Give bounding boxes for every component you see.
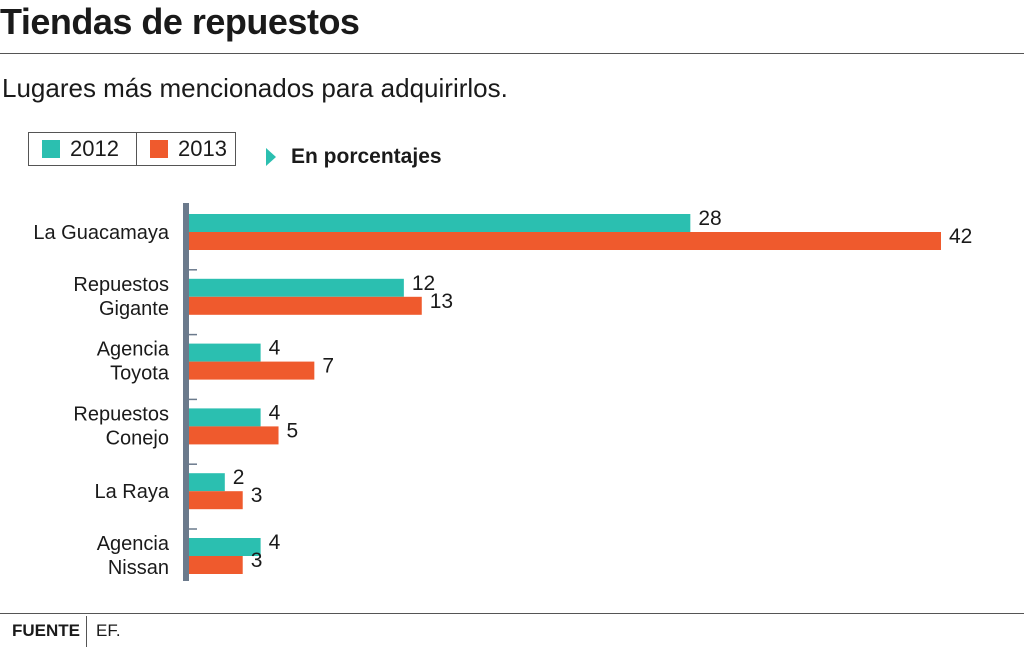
y-axis-line: [183, 203, 189, 581]
units-note: En porcentajes: [266, 145, 442, 169]
value-label-2012: 4: [269, 337, 281, 360]
bar-2013: [189, 426, 279, 445]
category-label: La Guacamaya: [33, 222, 170, 244]
legend-swatch-2012: [42, 140, 60, 158]
source-value: EF.: [96, 621, 121, 640]
legend-label-2012: 2012: [70, 136, 119, 161]
value-label-2012: 28: [698, 207, 721, 230]
value-label-2013: 13: [430, 290, 453, 313]
bar-2012: [189, 214, 691, 232]
units-note-text: En porcentajes: [291, 145, 442, 168]
legend-label-2013: 2013: [178, 136, 227, 161]
legend-item-2012: 2012: [29, 133, 137, 165]
bar-2012: [189, 538, 261, 556]
bar-2012: [189, 343, 261, 362]
bar-2012: [189, 473, 225, 492]
value-label-2013: 5: [287, 419, 299, 442]
bar-2013: [189, 361, 315, 380]
value-label-2013: 3: [251, 484, 263, 507]
value-label-2012: 2: [233, 466, 245, 489]
bar-2013: [189, 232, 941, 250]
bar-2012: [189, 408, 261, 427]
footer-divider: [0, 613, 1024, 614]
category-label: Repuestos Conejo: [73, 403, 169, 449]
legend-item-2013: 2013: [137, 133, 235, 165]
bar-2013: [189, 296, 422, 315]
title-divider: [0, 53, 1024, 54]
legend-swatch-2013: [150, 140, 168, 158]
bar-2013: [189, 491, 243, 510]
category-label: Agencia Toyota: [97, 339, 170, 385]
category-label: Repuestos Gigante: [73, 274, 169, 320]
category-label: La Raya: [95, 481, 170, 503]
value-label-2013: 42: [949, 225, 972, 248]
value-label-2013: 3: [251, 549, 263, 572]
chart-subtitle: Lugares más mencionados para adquirirlos…: [2, 73, 508, 103]
value-label-2012: 4: [269, 401, 281, 424]
category-label: Agencia Nissan: [97, 533, 170, 579]
bar-2012: [189, 278, 404, 297]
source-separator: [86, 616, 87, 647]
legend: 2012 2013: [28, 132, 236, 166]
chart-title: Tiendas de repuestos: [0, 1, 360, 42]
value-label-2012: 4: [269, 531, 281, 554]
triangle-arrow-icon: [266, 148, 276, 166]
value-label-2012: 12: [412, 272, 435, 295]
bar-2013: [189, 556, 243, 574]
source-label: FUENTE: [12, 621, 80, 640]
value-label-2013: 7: [322, 355, 334, 378]
